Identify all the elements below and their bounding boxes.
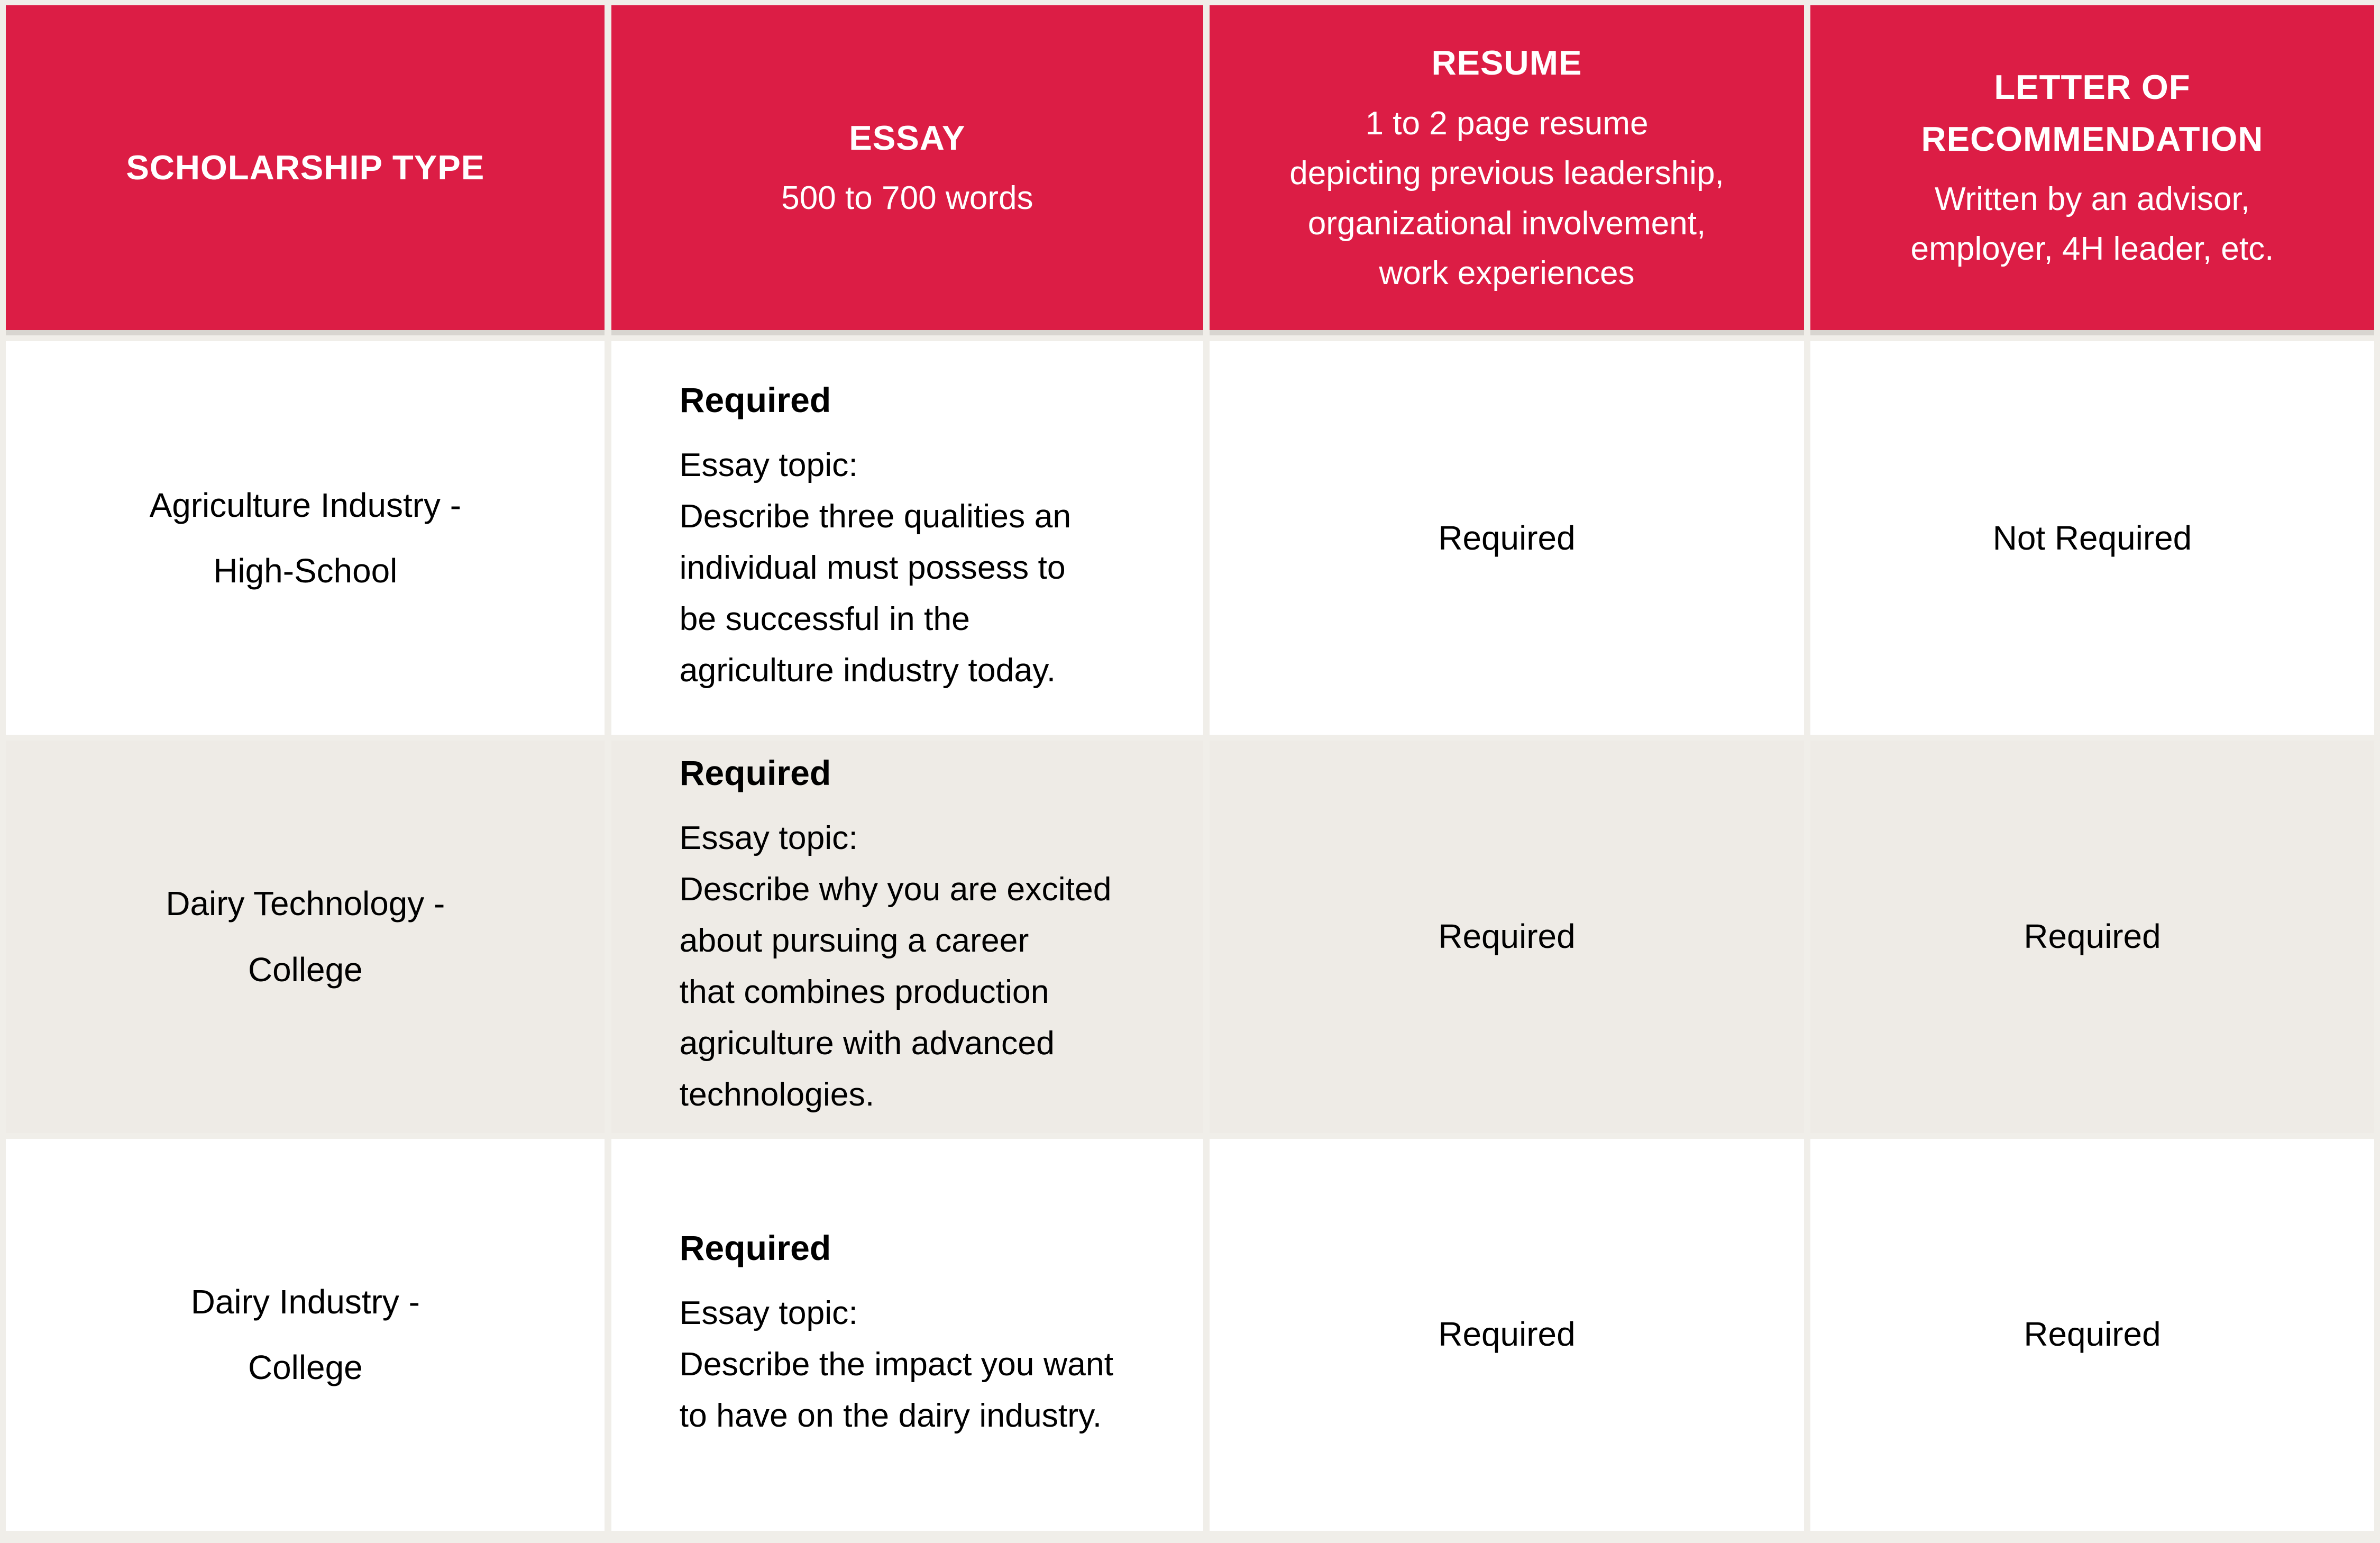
header-title: ESSAY bbox=[849, 118, 966, 157]
scholarship-requirements-table: SCHOLARSHIP TYPE ESSAY 500 to 700 words … bbox=[6, 5, 2374, 1531]
essay-status: Required bbox=[679, 754, 831, 793]
essay-status: Required bbox=[679, 1228, 831, 1268]
essay-topic: Essay topic: Describe the impact you wan… bbox=[679, 1294, 1114, 1434]
row-cell-letter-status: Required bbox=[1810, 1138, 2374, 1531]
header-title: SCHOLARSHIP TYPE bbox=[126, 148, 485, 187]
row-cell-scholarship-type: Dairy Technology - College bbox=[6, 741, 605, 1133]
header-title: LETTER OF RECOMMENDATION bbox=[1921, 67, 2264, 158]
essay-topic: Essay topic: Describe why you are excite… bbox=[679, 819, 1112, 1113]
row-cell-essay: Required Essay topic: Describe the impac… bbox=[611, 1138, 1203, 1531]
header-cell-scholarship-type: SCHOLARSHIP TYPE bbox=[6, 5, 605, 336]
row-cell-letter-status: Required bbox=[1810, 741, 2374, 1133]
header-cell-resume: RESUME 1 to 2 page resume depicting prev… bbox=[1210, 5, 1804, 336]
row-cell-essay: Required Essay topic: Describe why you a… bbox=[611, 741, 1203, 1133]
row-cell-essay: Required Essay topic: Describe three qua… bbox=[611, 341, 1203, 735]
header-cell-letter-of-recommendation: LETTER OF RECOMMENDATION Written by an a… bbox=[1810, 5, 2374, 336]
row-cell-letter-status: Not Required bbox=[1810, 341, 2374, 735]
header-subtitle: Written by an advisor, employer, 4H lead… bbox=[1910, 181, 2274, 268]
row-cell-resume-status: Required bbox=[1210, 1138, 1804, 1531]
row-cell-scholarship-type: Dairy Industry - College bbox=[6, 1138, 605, 1531]
header-title: RESUME bbox=[1431, 43, 1582, 83]
essay-status: Required bbox=[679, 380, 831, 420]
row-cell-resume-status: Required bbox=[1210, 741, 1804, 1133]
row-cell-scholarship-type: Agriculture Industry - High-School bbox=[6, 341, 605, 735]
header-cell-essay: ESSAY 500 to 700 words bbox=[611, 5, 1203, 336]
row-cell-resume-status: Required bbox=[1210, 341, 1804, 735]
essay-topic: Essay topic: Describe three qualities an… bbox=[679, 446, 1072, 689]
header-subtitle: 500 to 700 words bbox=[781, 180, 1033, 217]
header-subtitle: 1 to 2 page resume depicting previous le… bbox=[1289, 105, 1724, 291]
